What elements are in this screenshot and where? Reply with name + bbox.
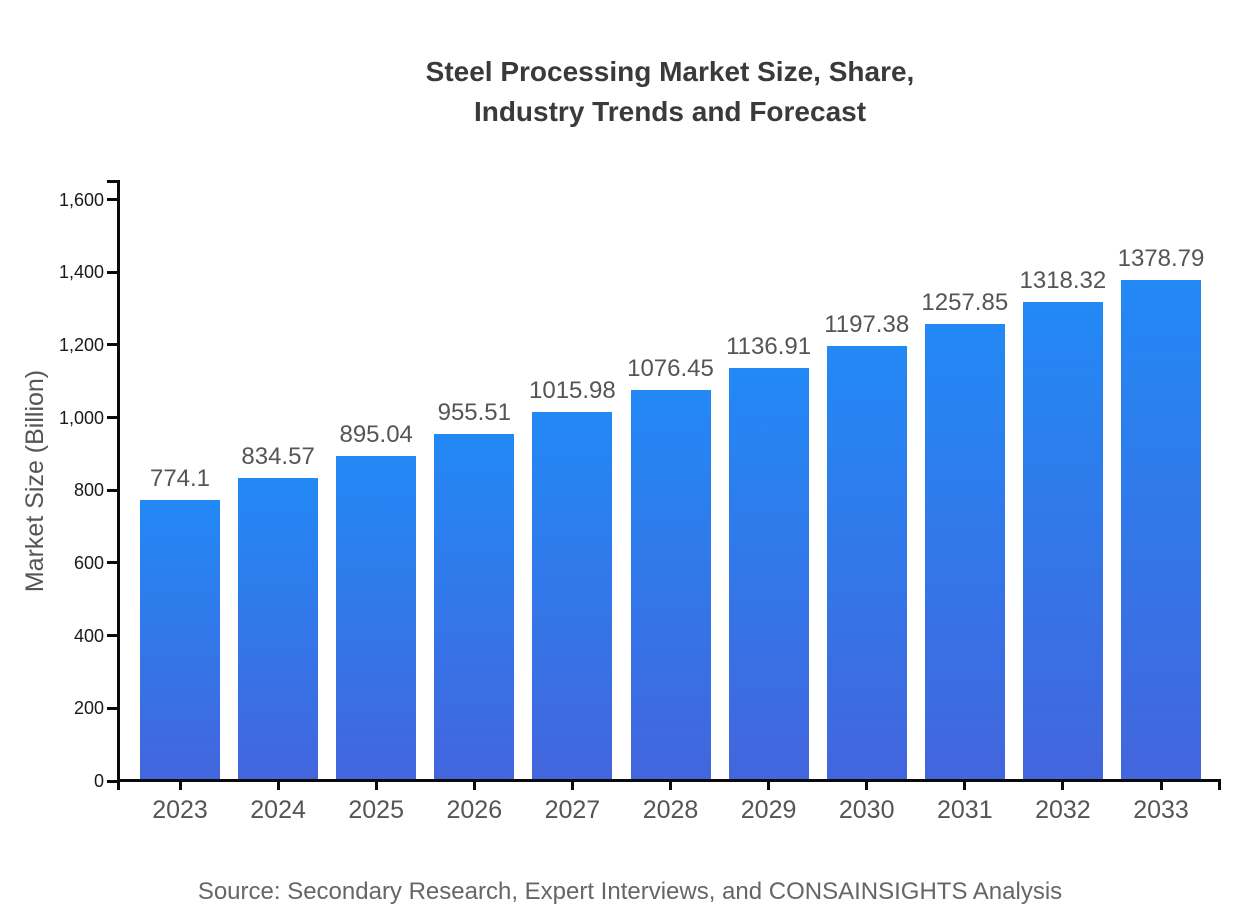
bar-value-label: 895.04 xyxy=(339,420,413,448)
x-tick xyxy=(767,782,771,790)
bar xyxy=(1121,279,1201,781)
bar-value-label: 1257.85 xyxy=(921,288,1009,316)
bar-value-label: 1136.91 xyxy=(726,332,812,360)
y-tick xyxy=(107,270,117,274)
bar-value-label: 1015.98 xyxy=(529,376,616,404)
y-tick-label: 1,000 xyxy=(58,407,104,428)
source-caption: Source: Secondary Research, Expert Inter… xyxy=(197,878,1063,905)
bar-value-label: 1197.38 xyxy=(824,310,910,338)
x-tick-label: 2029 xyxy=(740,796,797,824)
y-axis-line xyxy=(117,180,120,783)
x-tick xyxy=(1061,782,1065,790)
bar-value-label: 1318.32 xyxy=(1019,266,1107,294)
y-tick xyxy=(107,343,117,347)
y-tick xyxy=(107,416,117,420)
x-tick xyxy=(276,782,280,790)
y-tick-label: 800 xyxy=(73,480,104,501)
y-tick-label: 400 xyxy=(73,625,104,646)
y-tick-label: 1,600 xyxy=(58,189,104,210)
y-tick xyxy=(107,488,117,492)
bar xyxy=(336,455,417,781)
x-axis-endtick-right xyxy=(1218,782,1221,790)
chart-title-line1: Steel Processing Market Size, Share, xyxy=(425,56,915,87)
bar xyxy=(532,411,613,781)
bar-value-label: 774.1 xyxy=(149,464,211,492)
chart-title: Steel Processing Market Size, Share, Ind… xyxy=(119,52,1221,132)
x-tick xyxy=(1159,782,1163,790)
x-tick-label: 2027 xyxy=(544,796,601,824)
y-tick-label: 600 xyxy=(73,552,104,573)
bar xyxy=(1022,301,1103,781)
x-tick-label: 2031 xyxy=(936,796,993,824)
x-tick-label: 2032 xyxy=(1035,796,1091,824)
x-axis-endtick-left xyxy=(117,782,120,790)
y-tick xyxy=(107,561,117,565)
x-tick xyxy=(963,782,967,790)
bar xyxy=(630,389,711,781)
y-tick xyxy=(107,634,117,638)
x-tick-label: 2030 xyxy=(838,796,895,824)
bar-value-label: 1378.79 xyxy=(1117,244,1205,272)
x-axis-line xyxy=(117,779,1221,782)
x-tick-label: 2025 xyxy=(348,796,404,824)
y-tick-label: 1,200 xyxy=(58,334,104,355)
y-tick-label: 1,400 xyxy=(58,262,104,283)
x-tick-label: 2026 xyxy=(446,796,503,824)
bar xyxy=(826,345,907,781)
x-tick-label: 2023 xyxy=(152,796,208,824)
bar xyxy=(140,499,220,781)
bar xyxy=(434,433,515,781)
x-tick xyxy=(374,782,378,790)
x-tick xyxy=(570,782,574,790)
x-tick xyxy=(472,782,476,790)
bar xyxy=(924,323,1005,781)
y-tick-label: 200 xyxy=(73,698,104,719)
x-tick-label: 2028 xyxy=(642,796,699,824)
y-tick xyxy=(107,706,117,710)
bar xyxy=(238,477,319,781)
bar-value-label: 1076.45 xyxy=(627,354,714,382)
x-tick-label: 2033 xyxy=(1133,796,1189,824)
bar xyxy=(728,367,809,781)
y-tick xyxy=(107,198,117,201)
y-tick-label: 0 xyxy=(93,771,104,791)
bar-value-label: 834.57 xyxy=(241,442,315,470)
x-tick xyxy=(178,782,182,790)
y-axis-endcap xyxy=(107,180,120,183)
bar-value-label: 955.51 xyxy=(437,398,511,426)
y-tick xyxy=(107,779,117,783)
x-tick xyxy=(669,782,672,790)
chart-title-line2: Industry Trends and Forecast xyxy=(473,96,867,127)
x-tick xyxy=(865,782,869,790)
x-tick-label: 2024 xyxy=(250,796,306,824)
